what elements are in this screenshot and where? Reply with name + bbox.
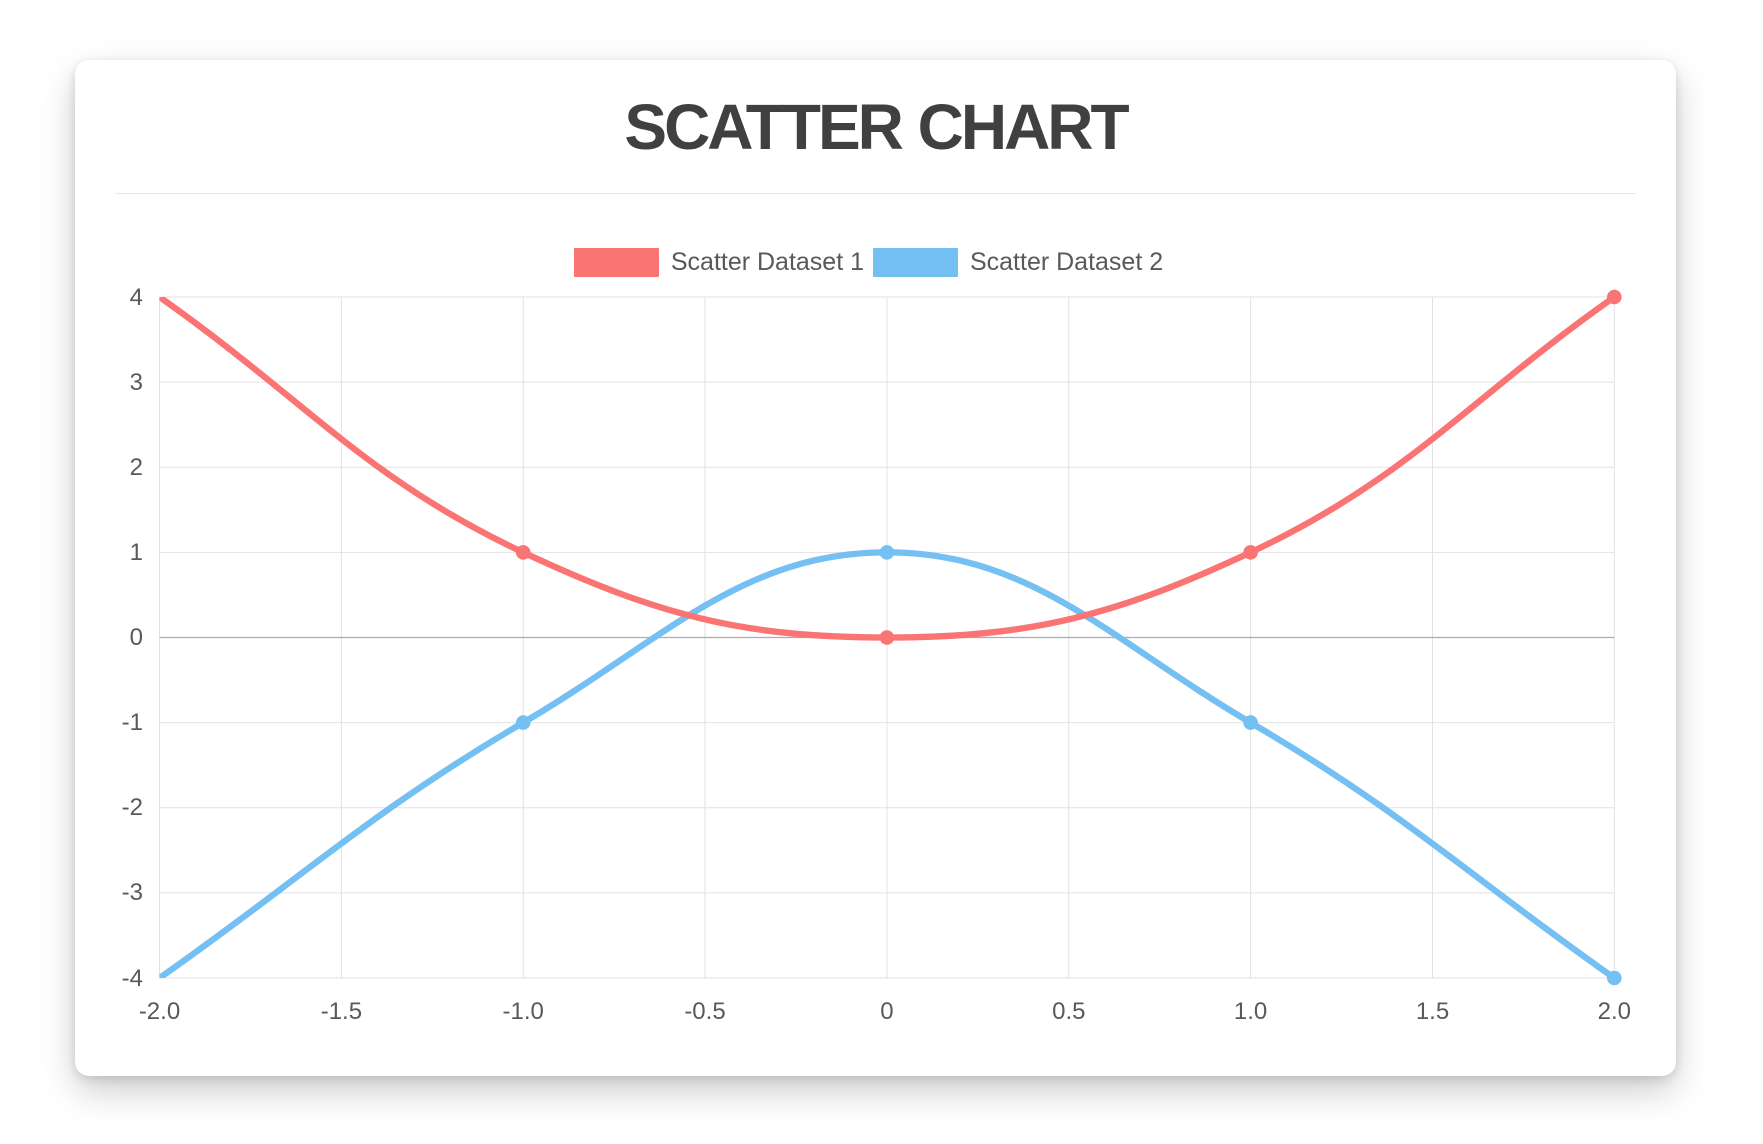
svg-text:1.5: 1.5: [1416, 998, 1449, 1025]
svg-text:-4: -4: [122, 965, 143, 992]
svg-text:0: 0: [880, 998, 893, 1025]
svg-text:-2: -2: [122, 794, 143, 821]
svg-text:0: 0: [130, 624, 143, 651]
svg-text:4: 4: [130, 284, 143, 311]
svg-text:1: 1: [130, 539, 143, 566]
svg-text:2.0: 2.0: [1598, 998, 1631, 1025]
svg-text:0.5: 0.5: [1052, 998, 1085, 1025]
svg-text:-0.5: -0.5: [684, 998, 725, 1025]
svg-text:-3: -3: [122, 879, 143, 906]
svg-text:-2.0: -2.0: [139, 998, 180, 1025]
svg-text:2: 2: [130, 454, 143, 481]
svg-text:3: 3: [130, 369, 143, 396]
svg-text:1.0: 1.0: [1234, 998, 1267, 1025]
svg-text:-1.5: -1.5: [321, 998, 362, 1025]
svg-text:-1: -1: [122, 709, 143, 736]
svg-text:-1.0: -1.0: [503, 998, 544, 1025]
